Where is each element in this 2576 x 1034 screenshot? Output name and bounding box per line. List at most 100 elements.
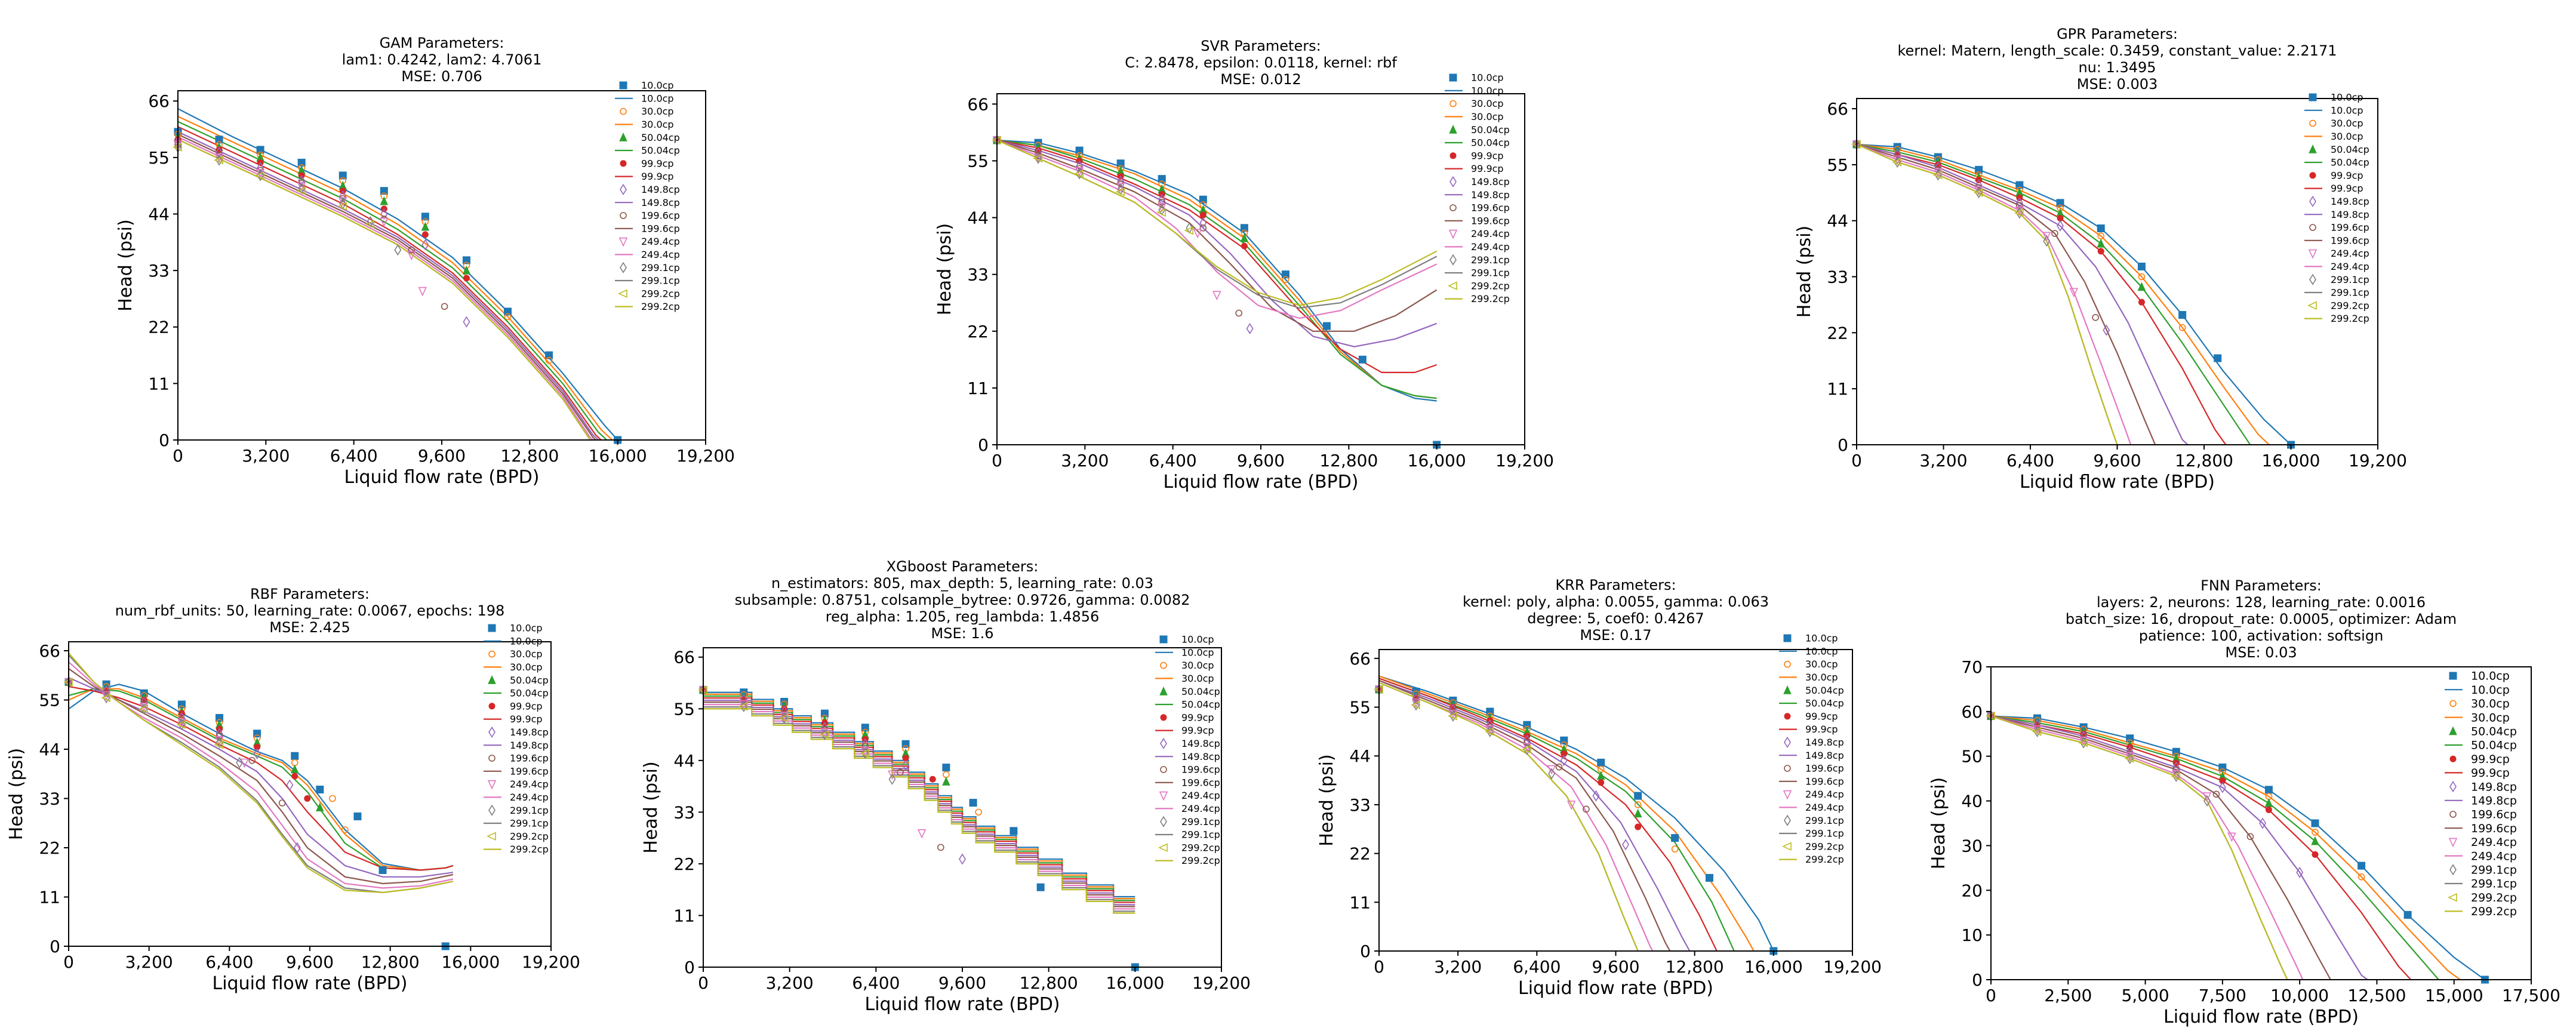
x-tick-label: 12,800 <box>1319 451 1378 470</box>
legend-label: 50.04cp <box>1805 685 1844 696</box>
legend-marker <box>1449 176 1457 187</box>
data-point-149.8cp <box>2259 817 2267 829</box>
legend-label: 199.6cp <box>1471 202 1510 214</box>
data-point-299.1cp <box>1523 743 1531 755</box>
data-point-10.0cp <box>2178 311 2187 319</box>
legend-label: 249.4cp <box>1805 789 1844 800</box>
x-tick-label: 3,200 <box>766 973 814 993</box>
data-point-199.6cp <box>2172 766 2180 773</box>
data-point-299.1cp <box>1894 156 1901 168</box>
series-line-50.04cp <box>69 688 454 871</box>
y-tick-label: 11 <box>148 374 170 393</box>
legend-label: 199.6cp <box>2331 222 2369 233</box>
data-point-10.0cp <box>504 307 512 316</box>
series-line-10.0cp <box>997 139 1437 402</box>
legend-marker <box>620 212 627 219</box>
plot-area <box>1991 715 2486 980</box>
data-point-30.0cp <box>504 313 512 321</box>
data-point-99.9cp <box>929 776 936 783</box>
legend-marker <box>1448 229 1458 239</box>
data-points <box>63 676 450 950</box>
x-tick-label: 9,600 <box>2093 451 2141 470</box>
x-tick-label: 0 <box>698 973 709 993</box>
legend-label: 30.0cp <box>510 648 543 660</box>
series-line-10.0cp <box>178 108 618 440</box>
series-line-199.6cp <box>1991 715 2331 980</box>
y-tick-label: 11 <box>39 888 60 907</box>
x-tick-label: 3,200 <box>125 952 173 972</box>
chart-gam: GAM Parameters:lam1: 0.4242, lam2: 4.706… <box>115 35 735 488</box>
chart-title-line: RBF Parameters: <box>250 586 370 602</box>
legend-label: 249.4cp <box>510 778 549 790</box>
y-tick-label: 44 <box>39 740 60 759</box>
y-tick-label: 55 <box>1349 698 1371 718</box>
x-tick-label: 12,800 <box>500 446 559 466</box>
legend-marker <box>2449 672 2457 680</box>
data-point-299.1cp <box>178 719 186 731</box>
series-line-30.0cp <box>1991 715 2461 980</box>
legend-label: 30.0cp <box>1181 660 1214 671</box>
legend-label: 299.1cp <box>2331 287 2369 298</box>
legend-label: 10.0cp <box>1181 634 1214 645</box>
legend-marker <box>488 675 496 684</box>
data-point-10.0cp <box>1240 224 1248 232</box>
data-point-149.8cp <box>339 190 347 202</box>
data-point-149.8cp <box>2057 220 2064 232</box>
data-point-299.2cp <box>139 704 149 713</box>
data-point-50.04cp <box>2137 282 2146 291</box>
data-point-249.4cp <box>888 770 897 780</box>
series-line-299.1cp <box>1857 143 2118 445</box>
legend-label: 149.8cp <box>2331 196 2369 207</box>
data-point-299.1cp <box>2080 737 2088 749</box>
chart-rbf: RBF Parameters:num_rbf_units: 50, learni… <box>6 586 580 994</box>
legend-label: 30.0cp <box>641 119 674 130</box>
legend-label: 299.1cp <box>641 275 680 287</box>
data-point-299.1cp <box>2126 752 2134 764</box>
y-axis-label: Head (psi) <box>1316 754 1337 846</box>
legend-label: 249.4cp <box>1471 228 1510 239</box>
data-point-299.2cp <box>1892 158 1902 167</box>
legend-label: 299.2cp <box>1471 293 1510 304</box>
chart-title-line: kernel: Matern, length_scale: 0.3459, co… <box>1898 42 2337 59</box>
legend-label: 10.0cp <box>2471 670 2510 683</box>
chart-title-line: SVR Parameters: <box>1201 38 1321 54</box>
data-point-149.8cp <box>902 759 910 771</box>
data-point-149.8cp <box>1934 161 1942 173</box>
legend-label: 10.0cp <box>2331 104 2363 116</box>
legend-label: 10.0cp <box>1181 647 1214 658</box>
data-point-299.2cp <box>1411 700 1420 710</box>
legend-label: 50.04cp <box>2331 144 2369 155</box>
series-line-299.2cp <box>69 653 454 894</box>
x-tick-label: 0 <box>1986 986 1996 1005</box>
series-line-99.9cp <box>997 139 1438 373</box>
series-line-30.0cp <box>1379 675 1755 951</box>
data-point-249.4cp <box>1547 765 1556 775</box>
y-tick-label: 22 <box>1827 323 1848 343</box>
y-tick-label: 33 <box>1827 267 1848 287</box>
data-point-199.6cp <box>216 732 223 740</box>
data-point-149.8cp <box>286 779 294 791</box>
data-point-149.8cp <box>1894 149 1901 161</box>
data-point-99.9cp <box>2312 851 2319 858</box>
data-point-149.8cp <box>298 175 306 187</box>
legend-label: 149.8cp <box>2471 794 2517 807</box>
legend-marker <box>1448 281 1457 291</box>
plot-area <box>178 108 618 440</box>
legend-marker <box>1449 254 1457 266</box>
legend-label: 199.6cp <box>1805 763 1844 774</box>
legend-label: 30.0cp <box>2331 118 2363 129</box>
legend-label: 149.8cp <box>1471 176 1510 187</box>
data-point-249.4cp <box>2069 288 2079 298</box>
legend-marker <box>488 650 495 658</box>
legend-label: 10.0cp <box>1805 633 1838 644</box>
chart-title-line: C: 2.8478, epsilon: 0.0118, kernel: rbf <box>1125 54 1397 71</box>
data-point-50.04cp <box>421 221 430 231</box>
legend-label: 30.0cp <box>1471 98 1504 109</box>
data-point-30.0cp <box>2358 873 2365 881</box>
series-line-99.9cp <box>1991 715 2412 980</box>
data-point-30.0cp <box>341 826 349 833</box>
legend-label: 249.4cp <box>1471 241 1510 253</box>
x-tick-label: 16,000 <box>1408 451 1466 470</box>
x-tick-label: 0 <box>63 952 74 972</box>
data-point-149.8cp <box>1622 839 1629 851</box>
